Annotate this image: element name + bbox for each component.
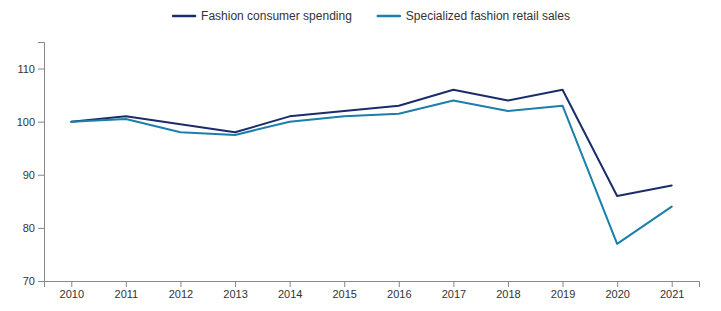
tick-mark <box>672 281 673 287</box>
tick-label: 2019 <box>551 288 575 300</box>
tick-mark <box>344 281 345 287</box>
tick-mark <box>563 281 564 287</box>
tick: 2020 <box>605 281 629 300</box>
legend-item: Fashion consumer spending <box>173 9 352 23</box>
tick-label: 2013 <box>223 288 247 300</box>
tick-label: 100 <box>17 116 35 128</box>
tick-label: 2017 <box>442 288 466 300</box>
tick: 2010 <box>60 281 84 300</box>
tick-label: 2012 <box>169 288 193 300</box>
tick-mark <box>180 281 181 287</box>
legend: Fashion consumer spending Specialized fas… <box>173 9 570 23</box>
tick-mark <box>38 281 44 282</box>
tick-mark <box>399 281 400 287</box>
tick: 2015 <box>332 281 356 300</box>
tick-label: 2021 <box>660 288 684 300</box>
chart: 2010 2011 2012 2013 2014 2015 2016 2017 2018 2019… <box>0 0 721 311</box>
x-axis: 2010 2011 2012 2013 2014 2015 2016 2017 2018 2019… <box>45 281 700 300</box>
tick: 2018 <box>496 281 520 300</box>
tick: 2019 <box>551 281 575 300</box>
tick-label: 2018 <box>496 288 520 300</box>
axis-line <box>38 43 45 282</box>
tick: 110 <box>17 63 44 75</box>
tick: 90 <box>23 169 44 181</box>
legend-label: Specialized fashion retail sales <box>406 9 570 23</box>
tick-mark <box>290 281 291 287</box>
tick-mark <box>617 281 618 287</box>
tick-mark <box>126 281 127 287</box>
tick-label: 2010 <box>60 288 84 300</box>
tick-label: 90 <box>23 169 35 181</box>
tick-mark <box>235 281 236 287</box>
tick-label: 70 <box>23 275 35 287</box>
tick: 2012 <box>169 281 193 300</box>
tick: 2017 <box>442 281 466 300</box>
tick: 80 <box>23 222 44 234</box>
legend-swatch <box>378 15 400 18</box>
y-axis: 70 80 90 100 110 <box>17 43 45 288</box>
tick: 2016 <box>387 281 411 300</box>
tick-mark <box>38 69 44 70</box>
tick-label: 2016 <box>387 288 411 300</box>
series-line <box>71 100 671 243</box>
tick-mark <box>38 175 44 176</box>
axis-line <box>45 282 700 288</box>
tick-mark <box>453 281 454 287</box>
tick-mark <box>38 122 44 123</box>
tick-label: 2015 <box>332 288 356 300</box>
plot: 2010 2011 2012 2013 2014 2015 2016 2017 2018 2019… <box>17 43 700 300</box>
tick: 100 <box>17 116 44 128</box>
tick: 70 <box>23 275 44 287</box>
tick: 2013 <box>223 281 247 300</box>
legend-item: Specialized fashion retail sales <box>378 9 570 23</box>
tick: 2011 <box>115 281 139 300</box>
tick-mark <box>38 228 44 229</box>
marks <box>71 90 671 244</box>
tick-label: 2020 <box>605 288 629 300</box>
tick-label: 2014 <box>278 288 302 300</box>
tick-label: 2011 <box>115 288 139 300</box>
tick: 2021 <box>660 281 684 300</box>
series-line <box>71 90 671 196</box>
tick-label: 110 <box>17 63 35 75</box>
tick-label: 80 <box>23 222 35 234</box>
tick-mark <box>508 281 509 287</box>
legend-swatch <box>173 15 195 18</box>
tick-mark <box>71 281 72 287</box>
legend-label: Fashion consumer spending <box>201 9 352 23</box>
tick: 2014 <box>278 281 302 300</box>
